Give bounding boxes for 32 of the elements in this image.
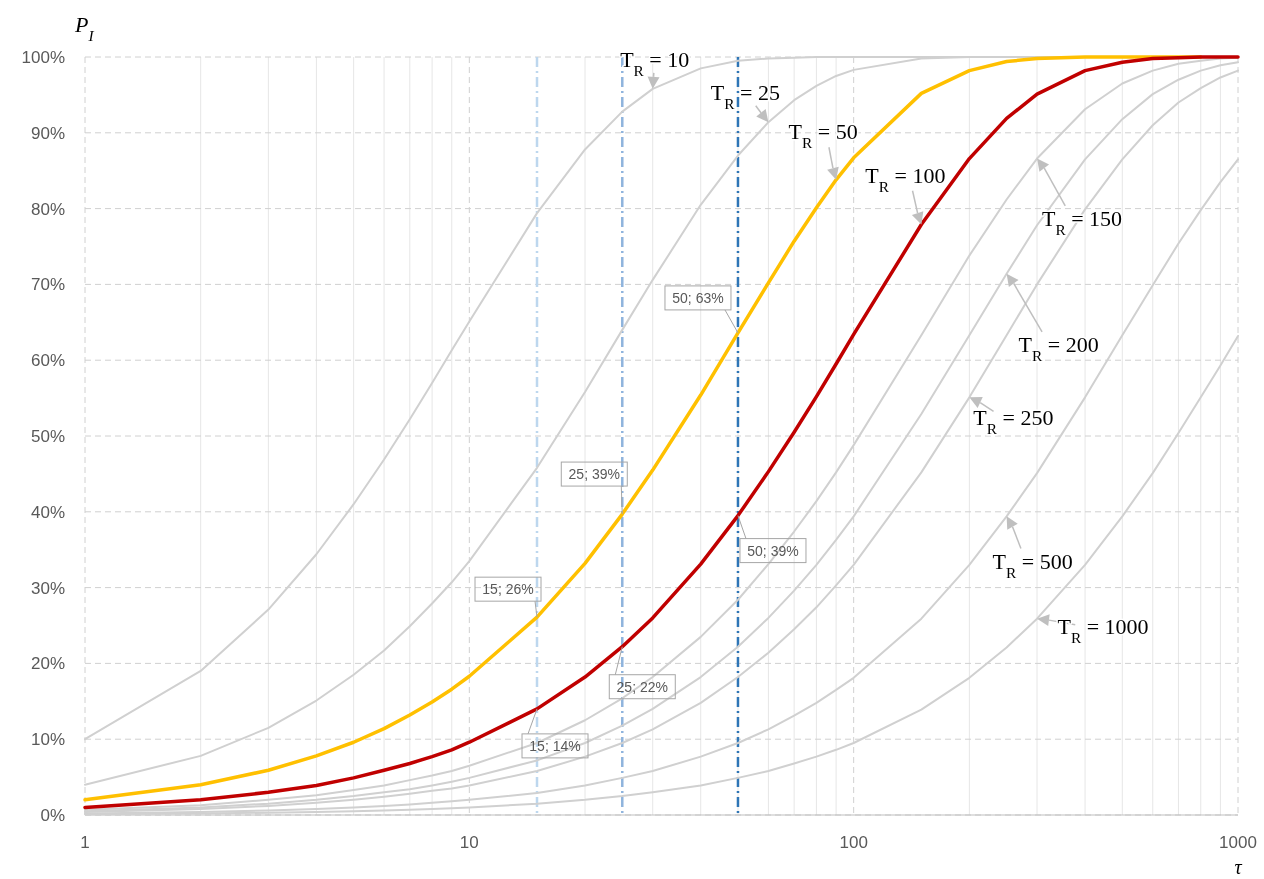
annotation: T$_{R}$ = 250 <box>973 405 1054 437</box>
annotation: T$_{R}$ = 150 <box>1041 205 1123 238</box>
annotation: T$_{R}$ = 50 <box>788 118 858 151</box>
y-tick-label: 90% <box>30 123 65 143</box>
y-tick-label: 60% <box>30 351 65 371</box>
annotation: T$_{R}$ = 25 <box>710 80 780 112</box>
x-tick-label: 1 <box>80 833 90 852</box>
annotation: 50; 39% <box>747 542 799 559</box>
x-axis-title: τ <box>1234 856 1243 878</box>
x-tick-label: 1000 <box>1219 833 1257 852</box>
annotation: 25; 39% <box>568 466 620 483</box>
y-tick-label: 10% <box>30 730 65 750</box>
annotation: 15; 14% <box>529 737 581 754</box>
y-tick-label: 70% <box>30 275 65 295</box>
y-tick-label: 80% <box>30 199 65 219</box>
y-tick-label: 30% <box>30 578 65 598</box>
annotation: T$_{R}$ = 10 <box>620 46 690 79</box>
y-tick-label: 0% <box>40 806 65 825</box>
y-axis-title: P$_{I}$ <box>74 12 95 44</box>
annotation: T$_{R}$ = 500 <box>992 549 1073 581</box>
y-tick-label: 20% <box>30 654 65 674</box>
y-tick-label: 50% <box>30 427 65 446</box>
x-tick-label: 100 <box>839 833 868 852</box>
annotation: 50; 63% <box>672 289 724 306</box>
annotation: T$_{R}$ = 100 <box>865 162 946 195</box>
y-tick-label: 100% <box>21 48 65 67</box>
y-tick-label: 40% <box>30 502 65 522</box>
annotation: 25; 22% <box>616 678 668 695</box>
annotation: 15; 26% <box>482 581 534 598</box>
annotation: T$_{R}$ = 1000 <box>1057 613 1149 646</box>
annotation: T$_{R}$ = 200 <box>1018 331 1099 364</box>
x-tick-label: 10 <box>459 833 479 852</box>
